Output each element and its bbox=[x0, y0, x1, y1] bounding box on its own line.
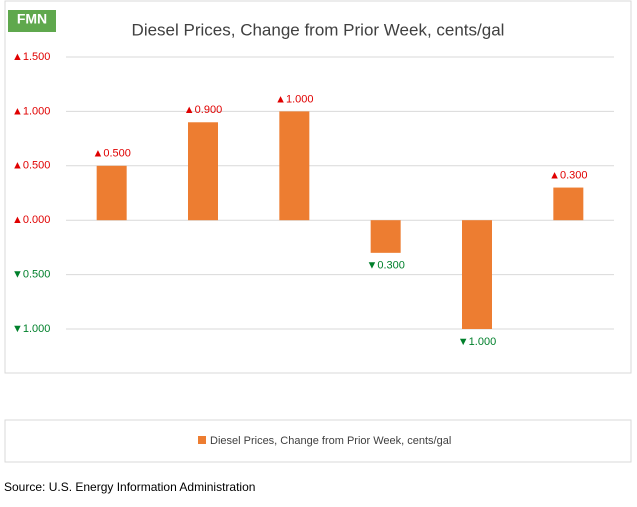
y-tick-label: ▲0.500 bbox=[12, 160, 50, 172]
bar bbox=[462, 220, 492, 329]
y-tick-label: ▲1.500 bbox=[12, 51, 50, 63]
chart-title: Diesel Prices, Change from Prior Week, c… bbox=[132, 20, 505, 39]
bar bbox=[188, 122, 218, 221]
y-tick-label: ▼0.500 bbox=[12, 269, 50, 281]
logo: FMN bbox=[17, 11, 47, 27]
value-label: ▼1.000 bbox=[458, 336, 496, 348]
value-label: ▼0.300 bbox=[366, 260, 404, 272]
bar bbox=[279, 111, 310, 221]
legend-frame bbox=[4, 419, 632, 463]
logo-box bbox=[8, 10, 56, 32]
value-label: ▲0.300 bbox=[549, 169, 587, 181]
bar bbox=[370, 220, 401, 253]
y-tick-label: ▲0.000 bbox=[12, 214, 50, 226]
y-tick-label: ▼1.000 bbox=[12, 323, 50, 335]
source: Source: U.S. Energy Information Administ… bbox=[4, 480, 255, 494]
value-label: ▲1.000 bbox=[275, 93, 313, 105]
bar bbox=[96, 165, 127, 221]
bar bbox=[553, 187, 584, 221]
value-label: ▲0.500 bbox=[92, 148, 130, 160]
legend-label: Diesel Prices, Change from Prior Week, c… bbox=[210, 435, 451, 447]
y-tick-label: ▲1.000 bbox=[12, 105, 50, 117]
legend-swatch bbox=[198, 436, 206, 444]
value-label: ▲0.900 bbox=[184, 104, 222, 116]
